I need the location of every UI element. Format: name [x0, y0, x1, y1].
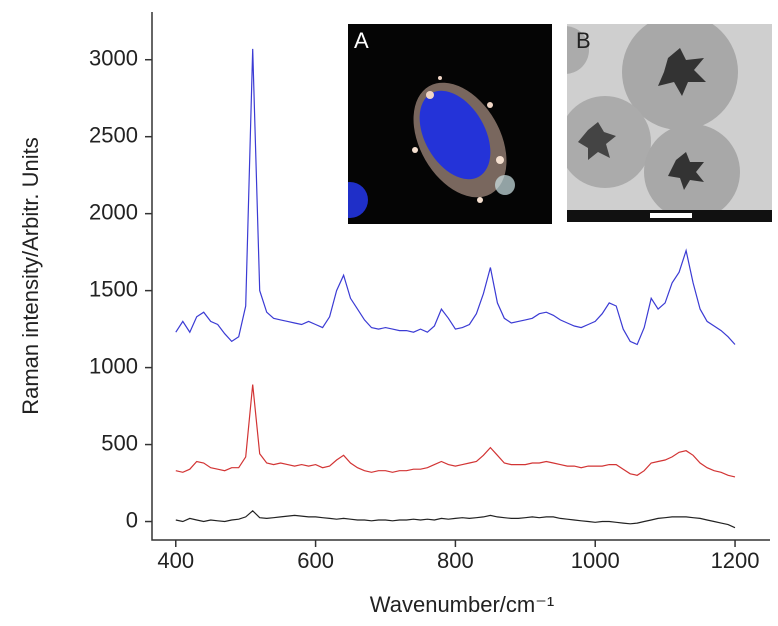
axes: [151, 12, 770, 541]
spectrum-line: [175, 384, 736, 478]
x-tick-label: 1000: [571, 548, 620, 573]
y-tick-label: 1000: [89, 353, 138, 378]
inset-image-b: [567, 24, 772, 222]
y-tick-label: 2000: [89, 199, 138, 224]
y-tick-label: 0: [126, 507, 138, 532]
spectrum-line: [175, 48, 736, 346]
x-tick-label: 800: [437, 548, 474, 573]
y-tick-label: 1500: [89, 276, 138, 301]
y-tick-label: 3000: [89, 46, 138, 71]
inset-label: B: [576, 28, 591, 53]
y-tick-label: 2500: [89, 123, 138, 148]
x-tick-label: 400: [157, 548, 194, 573]
x-axis-label: Wavenumber/cm⁻¹: [370, 592, 554, 617]
spectrum-line: [175, 509, 736, 529]
x-tick-label: 1200: [711, 548, 760, 573]
y-tick-label: 500: [101, 430, 138, 455]
y-axis-label: Raman intensity/Arbitr. Units: [18, 137, 43, 415]
x-tick-label: 600: [297, 548, 334, 573]
inset-label: A: [354, 28, 369, 53]
inset-image-a: [348, 24, 552, 224]
